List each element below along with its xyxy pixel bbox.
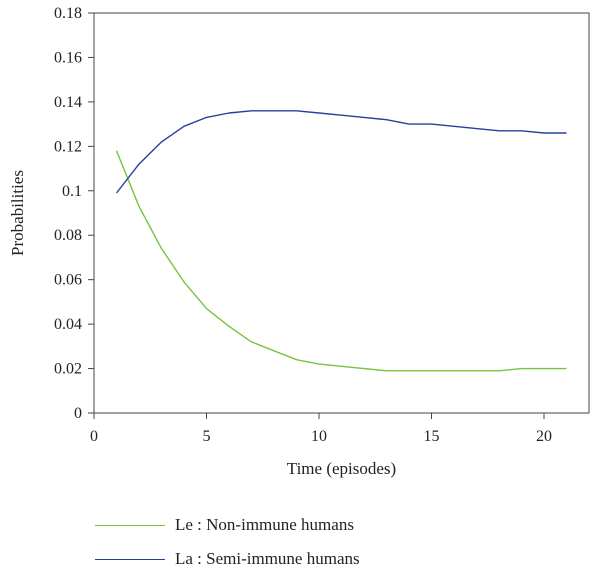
series-lines	[115, 110, 567, 372]
y-tick-label: 0.02	[54, 361, 82, 378]
legend-item-non-immune: Le : Non-immune humans	[95, 508, 360, 542]
y-tick-label: 0.06	[54, 272, 82, 289]
series-line-semi-immune	[115, 110, 567, 194]
legend-swatch-semi-immune	[95, 558, 165, 560]
x-axis-ticks: 0 5 10 15 20	[90, 413, 552, 445]
legend-swatch-non-immune	[95, 524, 165, 526]
x-tick-label: 10	[311, 428, 327, 445]
y-axis-label: Probabilities	[8, 170, 27, 256]
legend-label-semi-immune: La : Semi-immune humans	[175, 549, 360, 568]
y-tick-label: 0.18	[54, 5, 82, 22]
y-tick-label: 0	[74, 405, 82, 422]
axes-frame	[93, 12, 590, 414]
legend-label-non-immune: Le : Non-immune humans	[175, 515, 354, 534]
x-tick-label: 15	[424, 428, 440, 445]
line-chart: 0 0.02 0.04 0.06 0.08 0.1 0.12 0.14 0.16 0.18 0 5 1…	[8, 5, 590, 478]
x-tick-label: 20	[536, 428, 552, 445]
x-tick-label: 0	[90, 428, 98, 445]
series-line-non-immune	[115, 150, 567, 372]
y-tick-label: 0.04	[54, 316, 82, 333]
legend-item-semi-immune: La : Semi-immune humans	[95, 542, 360, 576]
y-axis-ticks: 0 0.02 0.04 0.06 0.08 0.1 0.12 0.14 0.16 0.18	[54, 5, 94, 422]
y-tick-label: 0.12	[54, 138, 82, 155]
legend: Le : Non-immune humans La : Semi-immune …	[95, 508, 360, 576]
y-tick-label: 0.14	[54, 94, 82, 111]
y-tick-label: 0.1	[62, 183, 82, 200]
plot-frame	[93, 12, 590, 414]
y-tick-label: 0.16	[54, 49, 82, 66]
y-tick-label: 0.08	[54, 227, 82, 244]
x-tick-label: 5	[203, 428, 211, 445]
x-axis-label: Time (episodes)	[287, 459, 396, 478]
